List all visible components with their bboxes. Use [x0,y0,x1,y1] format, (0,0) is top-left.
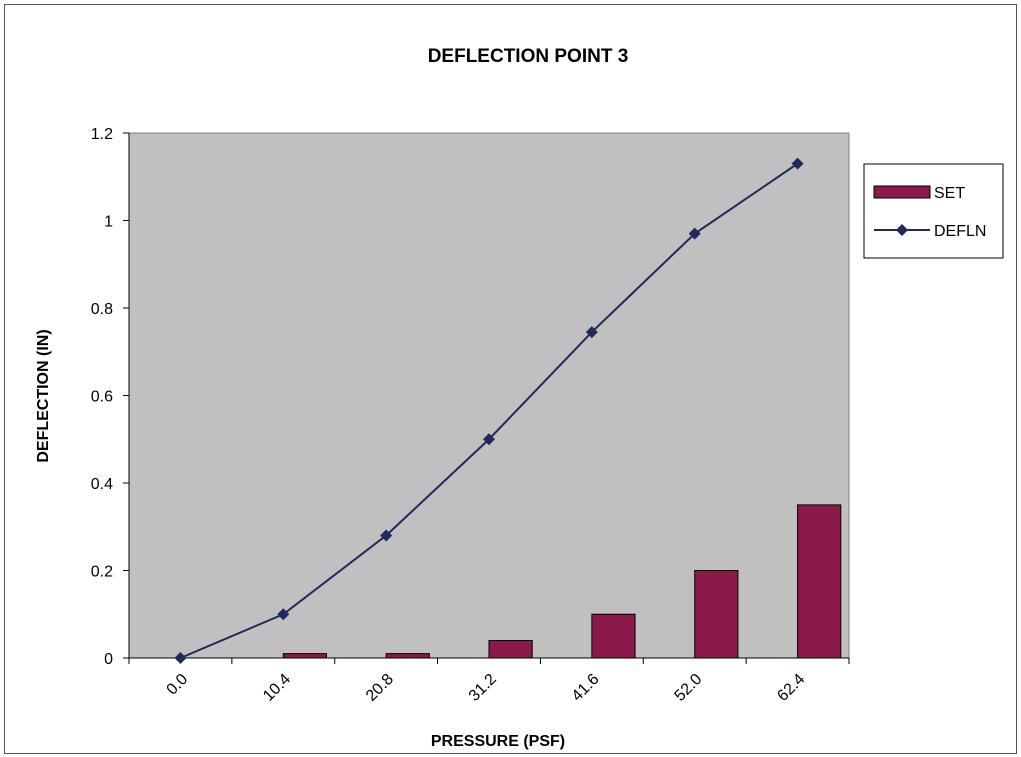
legend-box [863,163,1004,259]
legend-set-label: SET [934,185,965,202]
x-tick-label: 10.4 [260,671,294,705]
y-axis: 0 0.2 0.4 0.6 0.8 1 1.2 [91,126,130,668]
defln-point [585,326,598,339]
set-bar [694,570,739,659]
legend-defln-marker [896,224,908,236]
y-tick-label: 0.6 [91,389,113,406]
x-axis-label: PRESSURE (PSF) [431,733,565,750]
set-bar [591,613,636,659]
set-bar [797,504,842,659]
set-bars [282,504,842,659]
defln-line [174,157,804,664]
y-tick-label: 0.2 [91,564,113,581]
set-bar [488,640,533,659]
defln-point [174,652,187,664]
x-tick-label: 41.6 [569,671,603,705]
y-tick-label: 1 [104,214,113,231]
y-tick-label: 0.4 [91,476,113,493]
y-axis-label: DEFLECTION (IN) [35,329,52,462]
set-bar [282,653,327,659]
legend-set-swatch [873,185,931,199]
x-axis: 0.0 10.4 20.8 31.2 41.6 52.0 62.4 [128,657,850,705]
x-tick-label: 31.2 [466,671,500,705]
y-tick-label: 1.2 [91,126,113,143]
set-bar [385,653,430,659]
defln-point [688,227,701,240]
y-tick-label: 0 [104,651,113,668]
x-tick-label: 0.0 [164,671,192,699]
x-tick-label: 20.8 [363,671,397,705]
defln-point [791,157,804,170]
defln-point [277,608,290,621]
defln-point [483,433,495,446]
y-tick-label: 0.8 [91,301,113,318]
legend: SET DEFLN [863,163,1004,259]
x-tick-label: 52.0 [672,671,706,705]
defln-point [380,529,393,542]
plot-area [128,132,850,659]
chart-title: DEFLECTION POINT 3 [428,46,629,67]
x-tick-label: 62.4 [774,671,808,705]
legend-defln-label: DEFLN [934,223,986,240]
